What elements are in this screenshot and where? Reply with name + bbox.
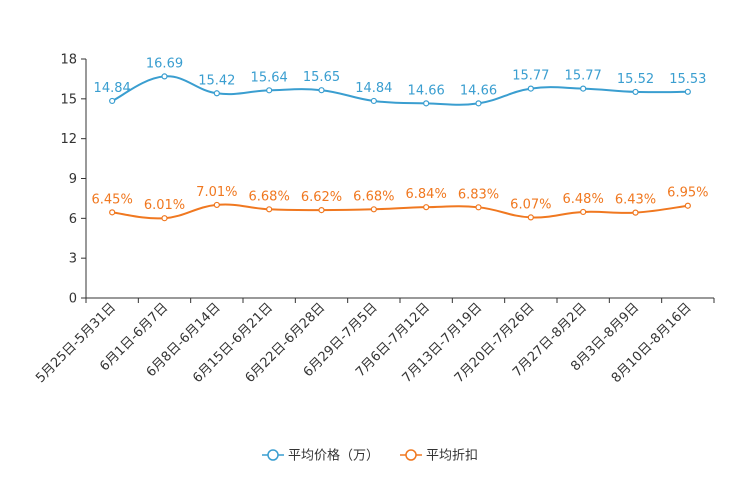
data-point[interactable] (161, 215, 168, 222)
data-label: 6.45% (92, 192, 133, 207)
series-line (112, 203, 688, 220)
data-label: 14.84 (355, 81, 392, 96)
legend-label: 平均折扣 (426, 449, 478, 464)
data-point[interactable] (213, 201, 220, 209)
data-label: 15.65 (303, 70, 340, 85)
data-point[interactable] (266, 206, 273, 213)
data-label: 14.66 (460, 83, 497, 98)
data-label: 15.42 (198, 73, 235, 88)
data-label: 7.01% (196, 185, 237, 200)
data-point[interactable] (370, 97, 377, 105)
data-point[interactable] (527, 85, 534, 92)
data-label: 6.68% (353, 189, 394, 204)
data-point[interactable] (109, 97, 116, 105)
data-label: 15.77 (565, 69, 602, 84)
y-tick-label: 0 (69, 292, 77, 307)
x-axis: 5月25日-5月31日6月1日-6月7日6月8日-6月14日6月15日-6月21… (33, 297, 715, 386)
series-1: 14.84 16.69 15.42 15.64 15.65 14.84 14.66 14.66… (94, 56, 706, 107)
data-point[interactable] (161, 73, 168, 80)
series-layer: 14.84 16.69 15.42 15.64 15.65 14.84 14.66 14.66… (92, 56, 708, 222)
data-label: 15.52 (617, 72, 654, 87)
data-point[interactable] (318, 87, 325, 94)
y-tick-label: 9 (69, 172, 77, 187)
data-label: 6.43% (615, 193, 656, 208)
data-point[interactable] (632, 209, 639, 216)
series-2: 6.45% 6.01% 7.01% 6.68% 6.62% 6.68% 6.84% 6.83%… (92, 185, 708, 222)
data-point[interactable] (684, 202, 691, 209)
y-tick-label: 3 (69, 252, 77, 267)
data-point[interactable] (109, 209, 116, 216)
data-point[interactable] (580, 85, 587, 92)
y-tick-label: 18 (60, 53, 77, 68)
data-point[interactable] (213, 90, 220, 97)
data-point[interactable] (632, 88, 639, 96)
y-tick-label: 12 (60, 132, 77, 147)
legend-marker-icon (405, 449, 417, 461)
data-label: 14.66 (408, 83, 445, 98)
data-label: 15.77 (512, 69, 549, 84)
data-label: 14.84 (94, 81, 131, 96)
data-point[interactable] (684, 88, 691, 95)
legend-marker-icon (267, 449, 279, 461)
data-label: 6.68% (249, 189, 290, 204)
legend-item-1[interactable]: 平均价格（万） (262, 448, 379, 464)
data-label: 6.62% (301, 190, 342, 205)
data-label: 6.84% (406, 187, 447, 202)
data-point[interactable] (527, 214, 534, 221)
legend-label: 平均价格（万） (288, 448, 379, 464)
data-label: 6.07% (510, 197, 551, 212)
legend-item-2[interactable]: 平均折扣 (400, 449, 478, 464)
data-label: 16.69 (146, 56, 183, 71)
data-label: 15.53 (669, 72, 706, 87)
legend[interactable]: 平均价格（万） 平均折扣 (262, 448, 478, 464)
data-label: 6.48% (563, 192, 604, 207)
data-point[interactable] (423, 204, 430, 211)
y-tick-label: 15 (60, 92, 77, 107)
data-point[interactable] (475, 204, 482, 211)
series-line (111, 75, 688, 106)
y-axis: 0 3 6 9 12 15 18 (60, 53, 87, 307)
y-tick-label: 6 (69, 212, 77, 227)
data-point[interactable] (580, 208, 587, 216)
data-point[interactable] (266, 87, 273, 94)
data-point[interactable] (370, 206, 377, 213)
data-label: 15.64 (251, 70, 288, 85)
data-point[interactable] (318, 207, 325, 214)
data-point[interactable] (423, 100, 430, 107)
data-label: 6.83% (458, 187, 499, 202)
data-label: 6.01% (144, 198, 185, 213)
data-point[interactable] (475, 100, 482, 107)
data-label: 6.95% (667, 186, 708, 201)
